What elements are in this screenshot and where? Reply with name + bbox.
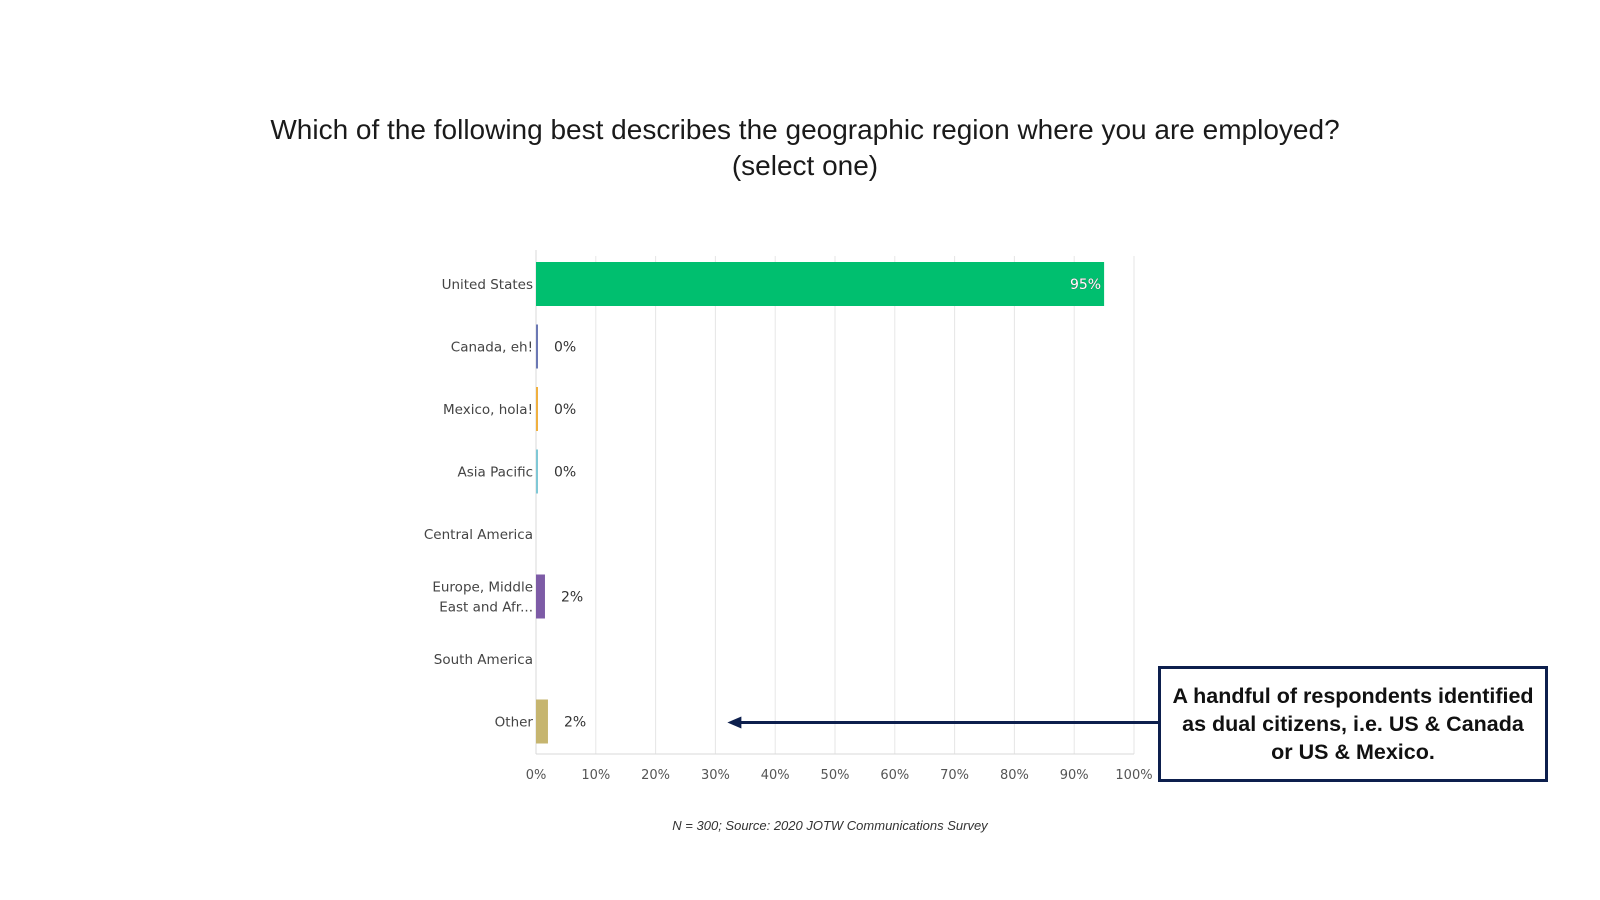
category-label: South America <box>434 652 533 668</box>
arrow-head-icon <box>727 716 742 729</box>
chart-labels: 0% 10% 20% 30% 40% 50% 60% 70% 80% 90% 100% United … <box>424 277 1153 783</box>
data-label: 2% <box>561 590 583 606</box>
source-note: N = 300; Source: 2020 JOTW Communication… <box>672 818 988 833</box>
x-tick-label: 20% <box>641 768 670 783</box>
page-title: Which of the following best describes th… <box>0 112 1600 184</box>
category-label: Central America <box>424 527 533 543</box>
x-tick-label: 90% <box>1060 768 1089 783</box>
callout-arrow <box>727 716 1158 729</box>
x-tick-label: 80% <box>1000 768 1029 783</box>
category-label: Europe, Middle East and Afr... <box>432 580 533 616</box>
bar <box>536 262 1105 306</box>
chart-gridlines <box>535 250 1135 755</box>
x-tick-label: 50% <box>821 768 850 783</box>
data-label: 0% <box>554 465 576 481</box>
bar <box>536 574 545 619</box>
chart-bars <box>536 262 1105 744</box>
data-label: 0% <box>554 340 576 356</box>
bar <box>536 449 538 494</box>
page-title-line2: (select one) <box>731 150 879 181</box>
category-label: United States <box>442 277 533 293</box>
x-tick-label: 10% <box>581 768 610 783</box>
callout-text: A handful of respondents identified as d… <box>1172 684 1534 764</box>
bar <box>536 387 538 431</box>
category-label: Canada, eh! <box>451 340 533 356</box>
bar <box>536 324 538 369</box>
category-label: Other <box>495 715 534 731</box>
page-title-line1: Which of the following best describes th… <box>270 114 1340 145</box>
x-tick-label: 0% <box>526 768 547 783</box>
callout-box: A handful of respondents identified as d… <box>1158 666 1548 782</box>
x-tick-label: 40% <box>761 768 790 783</box>
category-label: Mexico, hola! <box>443 402 533 418</box>
data-label: 95% <box>1070 277 1101 293</box>
x-tick-label: 30% <box>701 768 730 783</box>
x-tick-label: 60% <box>880 768 909 783</box>
x-tick-label: 70% <box>940 768 969 783</box>
data-label: 2% <box>564 715 586 731</box>
data-label: 0% <box>554 402 576 418</box>
bar <box>536 699 548 744</box>
category-label: Asia Pacific <box>458 465 534 481</box>
x-tick-label: 100% <box>1115 768 1152 783</box>
